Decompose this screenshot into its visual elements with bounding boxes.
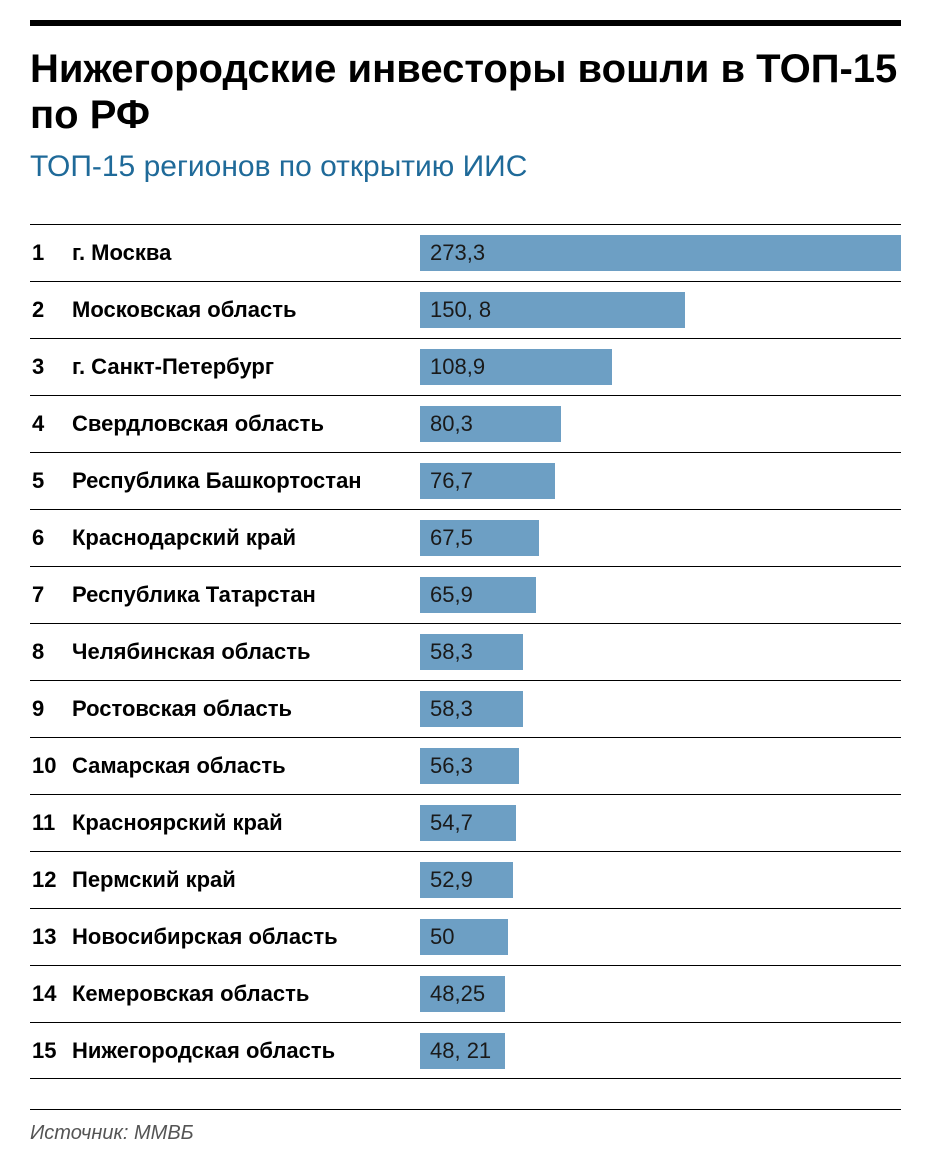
region-cell: г. Москва (72, 240, 420, 266)
value-label: 76,7 (430, 468, 473, 494)
bar-area: 52,9 (420, 862, 901, 898)
bar: 58,3 (420, 691, 523, 727)
bar: 67,5 (420, 520, 539, 556)
page-title: Нижегородские инвесторы вошли в ТОП-15 п… (30, 46, 901, 138)
rank-cell: 6 (30, 525, 72, 551)
rank-cell: 10 (30, 753, 72, 779)
value-label: 58,3 (430, 639, 473, 665)
value-label: 50 (430, 924, 454, 950)
bar-area: 48, 21 (420, 1033, 901, 1069)
bar-area: 150, 8 (420, 292, 901, 328)
table-row: 5Республика Башкортостан 76,7 (30, 452, 901, 509)
region-cell: Самарская область (72, 753, 420, 779)
region-cell: Нижегородская область (72, 1038, 420, 1064)
rank-cell: 8 (30, 639, 72, 665)
region-cell: Республика Башкортостан (72, 468, 420, 494)
table-row: 9Ростовская область 58,3 (30, 680, 901, 737)
value-label: 108,9 (430, 354, 485, 380)
bar: 54,7 (420, 805, 516, 841)
value-label: 58,3 (430, 696, 473, 722)
region-cell: Ростовская область (72, 696, 420, 722)
bar-area: 56,3 (420, 748, 901, 784)
value-label: 48,25 (430, 981, 485, 1007)
region-cell: Пермский край (72, 867, 420, 893)
bar-area: 58,3 (420, 691, 901, 727)
page-subtitle: ТОП-15 регионов по открытию ИИС (30, 150, 901, 184)
value-label: 273,3 (430, 240, 485, 266)
source-text: Источник: ММВБ (30, 1122, 901, 1145)
region-cell: г. Санкт-Петербург (72, 354, 420, 380)
rank-cell: 7 (30, 582, 72, 608)
bar-area: 58,3 (420, 634, 901, 670)
table-row: 2Московская область 150, 8 (30, 281, 901, 338)
region-cell: Красноярский край (72, 810, 420, 836)
rank-cell: 14 (30, 981, 72, 1007)
bar: 58,3 (420, 634, 523, 670)
bar: 108,9 (420, 349, 612, 385)
region-cell: Новосибирская область (72, 924, 420, 950)
table-row: 10Самарская область 56,3 (30, 737, 901, 794)
region-cell: Республика Татарстан (72, 582, 420, 608)
table-row: 11Красноярский край 54,7 (30, 794, 901, 851)
bar: 48,25 (420, 976, 505, 1012)
value-label: 80,3 (430, 411, 473, 437)
bar: 50 (420, 919, 508, 955)
table-row: 6Краснодарский край 67,5 (30, 509, 901, 566)
bar-area: 65,9 (420, 577, 901, 613)
value-label: 67,5 (430, 525, 473, 551)
bar-chart: 1г. Москва 273,3 2Московская область 150, 8… (30, 224, 901, 1079)
top-rule (30, 20, 901, 26)
bar: 273,3 (420, 235, 901, 271)
rank-cell: 12 (30, 867, 72, 893)
region-cell: Московская область (72, 297, 420, 323)
bar-area: 80,3 (420, 406, 901, 442)
region-cell: Краснодарский край (72, 525, 420, 551)
value-label: 48, 21 (430, 1038, 491, 1064)
rank-cell: 2 (30, 297, 72, 323)
rank-cell: 4 (30, 411, 72, 437)
table-row: 8Челябинская область 58,3 (30, 623, 901, 680)
region-cell: Кемеровская область (72, 981, 420, 1007)
table-row: 14Кемеровская область 48,25 (30, 965, 901, 1022)
value-label: 65,9 (430, 582, 473, 608)
rank-cell: 13 (30, 924, 72, 950)
region-cell: Свердловская область (72, 411, 420, 437)
value-label: 52,9 (430, 867, 473, 893)
bar-area: 108,9 (420, 349, 901, 385)
rank-cell: 1 (30, 240, 72, 266)
bar-area: 273,3 (420, 235, 901, 271)
region-cell: Челябинская область (72, 639, 420, 665)
value-label: 150, 8 (430, 297, 491, 323)
value-label: 56,3 (430, 753, 473, 779)
table-row: 3г. Санкт-Петербург 108,9 (30, 338, 901, 395)
bar: 48, 21 (420, 1033, 505, 1069)
rank-cell: 15 (30, 1038, 72, 1064)
source-divider: Источник: ММВБ (30, 1109, 901, 1145)
table-row: 4Свердловская область 80,3 (30, 395, 901, 452)
bar-area: 67,5 (420, 520, 901, 556)
table-row: 7Республика Татарстан 65,9 (30, 566, 901, 623)
rank-cell: 3 (30, 354, 72, 380)
rank-cell: 11 (30, 810, 72, 836)
bar: 56,3 (420, 748, 519, 784)
rank-cell: 9 (30, 696, 72, 722)
table-row: 15Нижегородская область 48, 21 (30, 1022, 901, 1079)
bar: 76,7 (420, 463, 555, 499)
table-row: 1г. Москва 273,3 (30, 224, 901, 281)
bar-area: 76,7 (420, 463, 901, 499)
bar-area: 48,25 (420, 976, 901, 1012)
rank-cell: 5 (30, 468, 72, 494)
bar-area: 54,7 (420, 805, 901, 841)
table-row: 12Пермский край 52,9 (30, 851, 901, 908)
bar: 52,9 (420, 862, 513, 898)
bar: 65,9 (420, 577, 536, 613)
bar: 80,3 (420, 406, 561, 442)
bar-area: 50 (420, 919, 901, 955)
table-row: 13Новосибирская область 50 (30, 908, 901, 965)
value-label: 54,7 (430, 810, 473, 836)
bar: 150, 8 (420, 292, 685, 328)
